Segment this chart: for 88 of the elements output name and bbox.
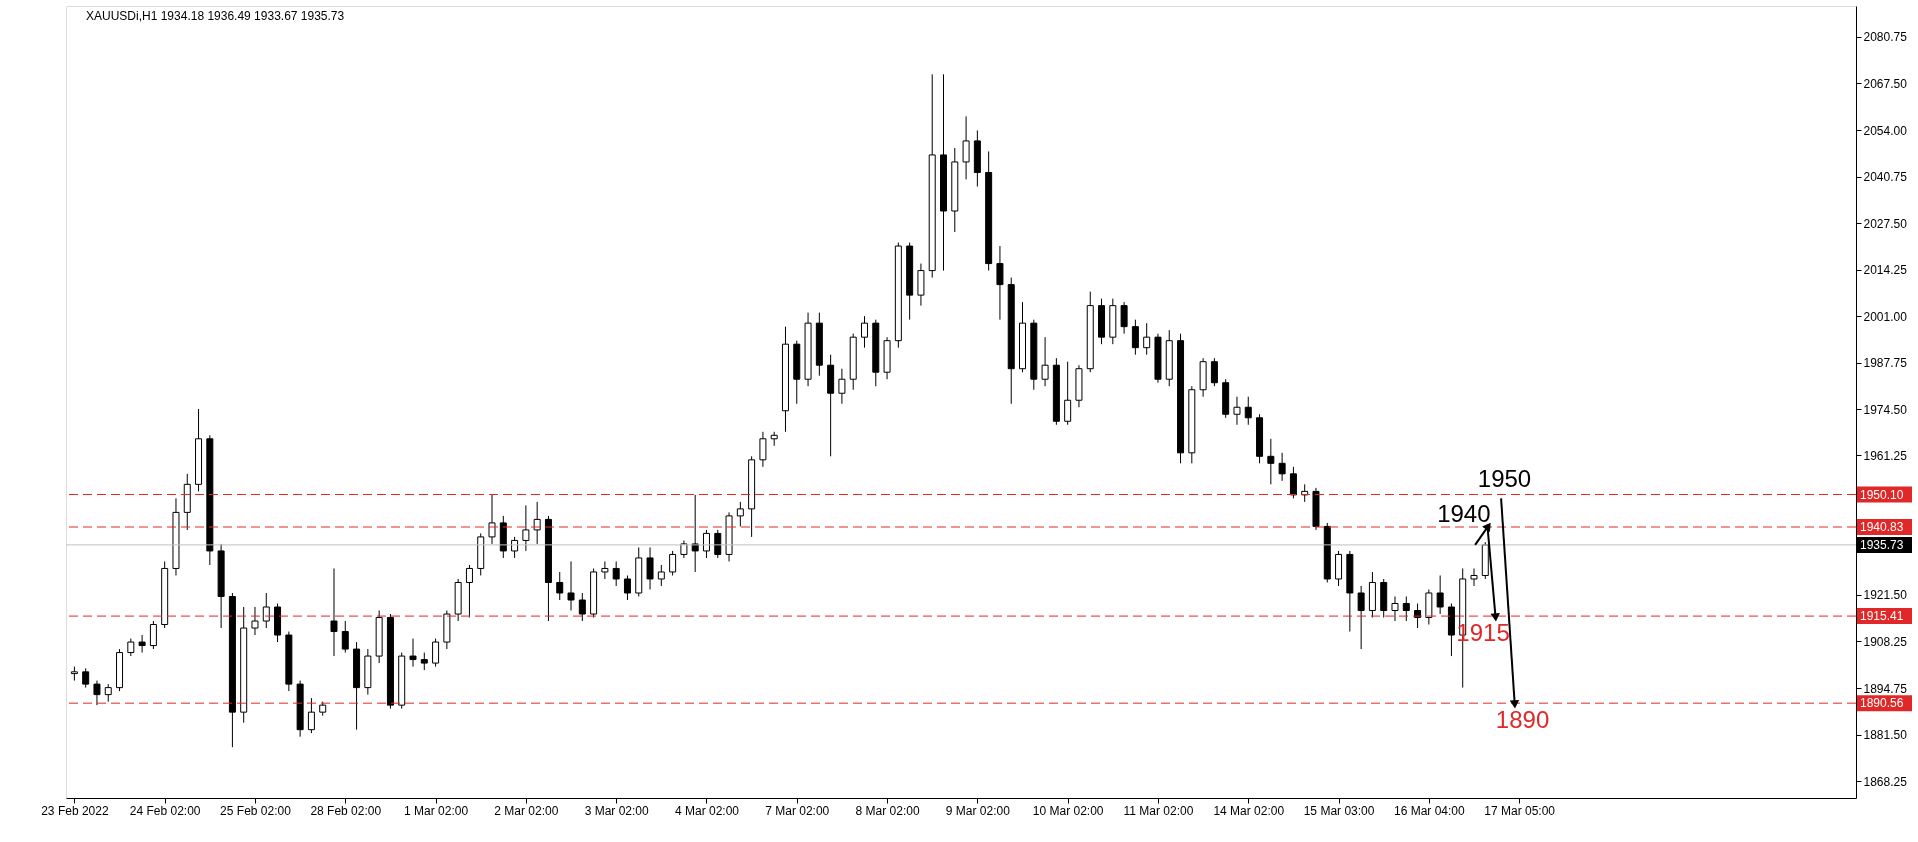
candlestick [578, 592, 586, 622]
x-tick-label: 24 Feb 02:00 [129, 803, 201, 818]
annotation: 1890 [1495, 706, 1550, 734]
x-tick-label: 11 Mar 02:00 [1123, 803, 1194, 818]
ref-line-label: 1915.41 [1860, 609, 1904, 624]
y-tick-label: 1987.75 [1863, 356, 1908, 371]
ref-line-label: 1940.83 [1860, 520, 1904, 534]
y-tick-label: 2014.25 [1863, 263, 1908, 278]
x-tick-label: 25 Feb 02:00 [220, 803, 292, 818]
ref-line-label: 1890.56 [1860, 696, 1904, 711]
candlestick [702, 529, 710, 559]
x-tick-label: 10 Mar 02:00 [1032, 803, 1104, 818]
candlestick [759, 431, 767, 468]
candlestick [567, 560, 575, 612]
candlestick [262, 592, 270, 629]
x-tick-label: 16 Mar 04:00 [1394, 803, 1466, 818]
y-tick-label: 1881.50 [1863, 728, 1908, 743]
candlestick [612, 560, 620, 587]
candlestick [488, 494, 496, 545]
y-tick-label: 1921.50 [1863, 588, 1908, 603]
x-tick-label: 14 Mar 02:00 [1213, 803, 1285, 818]
candlestick [623, 574, 631, 601]
candlestick [138, 634, 146, 654]
candlestick [1064, 361, 1072, 426]
candlestick [1278, 452, 1286, 482]
candlestick [1267, 438, 1275, 485]
y-tick-label: 1868.25 [1863, 774, 1908, 789]
candlestick [601, 560, 609, 580]
y-tick-label: 2001.00 [1863, 309, 1908, 324]
candlestick [1391, 596, 1399, 622]
candlestick [646, 546, 654, 590]
candlestick [1131, 319, 1139, 356]
y-tick-label: 2080.75 [1863, 30, 1908, 45]
candlestick [251, 606, 259, 636]
y-tick-label: 2040.75 [1863, 170, 1908, 185]
candlestick [657, 564, 665, 587]
x-tick-label: 17 Mar 05:00 [1484, 803, 1556, 818]
candlestick [1357, 585, 1365, 650]
candlestick [996, 245, 1004, 321]
candlestick [82, 667, 90, 689]
x-tick-label: 4 Mar 02:00 [674, 803, 740, 818]
candlestick [1120, 301, 1128, 335]
candlestick [1402, 596, 1410, 622]
ref-line-label: 1950.10 [1860, 487, 1904, 502]
candlestick [307, 697, 315, 734]
candlestick [465, 564, 473, 619]
candlestick [93, 680, 101, 706]
y-tick-label: 1961.25 [1863, 448, 1908, 463]
candlestick [669, 550, 677, 576]
candlestick [860, 315, 868, 349]
y-tick-label: 2054.00 [1863, 123, 1908, 138]
candlestick [1143, 322, 1151, 356]
x-tick-label: 1 Mar 02:00 [404, 803, 469, 818]
candlestick [1210, 357, 1218, 387]
x-tick-label: 15 Mar 03:00 [1303, 803, 1375, 818]
candlestick [522, 504, 530, 552]
candlestick [149, 620, 157, 650]
x-tick-label: 23 Feb 2022 [41, 803, 109, 818]
candlestick [409, 638, 417, 668]
candlestick [1041, 336, 1049, 387]
annotation: 1950 [1477, 464, 1532, 492]
y-tick-label: 1974.50 [1863, 402, 1908, 417]
candlestick [330, 567, 338, 657]
y-tick-label: 1908.25 [1863, 634, 1908, 649]
candlestick [1244, 396, 1252, 426]
candlestick [1436, 574, 1444, 615]
y-tick-label: 2067.50 [1863, 76, 1908, 91]
candlestick [962, 115, 970, 180]
candlestick [432, 638, 440, 668]
candlestick [736, 501, 744, 527]
candlestick [1233, 396, 1241, 426]
x-tick-label: 28 Feb 02:00 [310, 803, 382, 818]
candlestick [1470, 567, 1478, 587]
x-tick-label: 7 Mar 02:00 [765, 803, 830, 818]
x-tick-label: 3 Mar 02:00 [584, 803, 650, 818]
x-tick-label: 8 Mar 02:00 [855, 803, 920, 818]
y-tick-label: 1894.75 [1863, 681, 1908, 696]
candlestick [556, 571, 564, 601]
candlestick [714, 529, 722, 559]
y-tick-label: 2027.50 [1863, 216, 1908, 231]
chart-title: XAUUSDi,H1 1934.18 1936.49 1933.67 1935.73 [86, 9, 345, 23]
ref-line-label: 1935.73 [1860, 537, 1904, 552]
candlestick [1289, 466, 1297, 499]
x-tick-label: 9 Mar 02:00 [945, 803, 1011, 818]
x-tick-label: 2 Mar 02:00 [494, 803, 559, 818]
candlestick [838, 368, 846, 405]
candlestick [341, 620, 349, 654]
annotation: 1940 [1437, 499, 1491, 527]
